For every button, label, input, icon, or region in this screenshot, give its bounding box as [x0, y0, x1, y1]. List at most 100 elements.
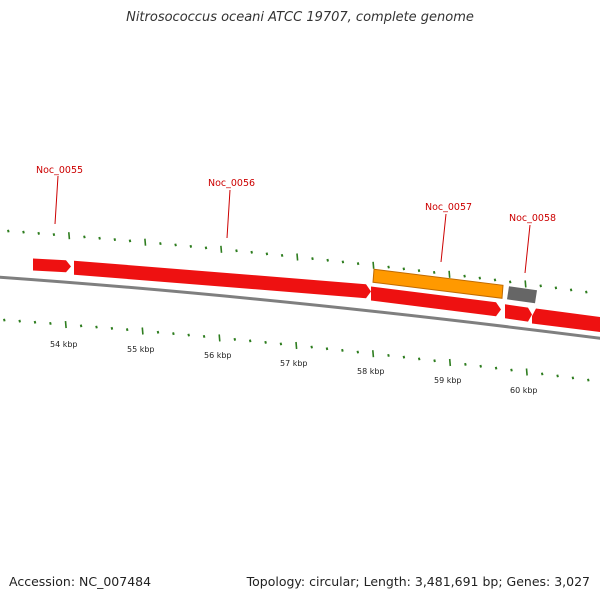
inner-tick-minor	[33, 320, 37, 324]
outer-tick-minor	[432, 270, 436, 274]
scale-label-58kbp: 58 kbp	[357, 367, 385, 376]
outer-tick-minor	[356, 262, 360, 266]
outer-tick-minor	[235, 249, 238, 253]
outer-tick-minor	[554, 286, 558, 290]
genome-summary-text: Topology: circular; Length: 3,481,691 bp…	[246, 574, 590, 589]
gene-leader-line	[54, 175, 59, 225]
gene-label-noc0055[interactable]: Noc_0055	[36, 165, 83, 176]
gene-feature-noc0057[interactable]	[372, 268, 504, 299]
outer-tick-minor	[326, 258, 329, 262]
inner-tick-minor	[556, 374, 559, 378]
inner-tick-minor	[172, 332, 175, 336]
outer-tick-ring	[7, 229, 588, 294]
gene-labels: Noc_0055 Noc_0056 Noc_0057 Noc_0058	[36, 165, 556, 224]
inner-tick-minor	[494, 366, 498, 370]
gene-leader-line	[524, 224, 531, 274]
inner-tick-minor	[110, 326, 114, 330]
inner-tick-minor	[264, 340, 267, 344]
gene-feature-noc0058[interactable]	[507, 286, 537, 304]
inner-tick-minor	[310, 345, 313, 349]
gene-label-noc0058[interactable]: Noc_0058	[509, 213, 556, 224]
inner-tick-minor	[18, 319, 21, 323]
accession-text: Accession: NC_007484	[9, 574, 152, 589]
outer-tick-minor	[585, 290, 588, 294]
outer-tick-major	[68, 232, 71, 240]
outer-tick-minor	[204, 246, 208, 250]
inner-tick-minor	[79, 324, 83, 328]
inner-tick-ring	[3, 318, 590, 382]
outer-tick-minor	[174, 243, 177, 247]
outer-tick-minor	[128, 239, 132, 243]
outer-tick-major	[220, 245, 223, 253]
outer-tick-minor	[478, 276, 482, 280]
inner-tick-major	[141, 327, 144, 335]
outer-tick-minor	[52, 233, 56, 237]
inner-tick-major	[372, 350, 375, 358]
gene-feature-noc0055[interactable]	[33, 258, 71, 273]
gene-feature-reverse-1[interactable]	[371, 286, 501, 317]
inner-tick-minor	[356, 350, 360, 354]
outer-tick-minor	[402, 267, 406, 271]
inner-tick-minor	[125, 328, 129, 332]
inner-tick-minor	[571, 376, 575, 380]
inner-tick-minor	[402, 355, 406, 359]
inner-tick-minor	[202, 334, 206, 338]
inner-tick-minor	[248, 339, 252, 343]
outer-tick-minor	[113, 238, 117, 242]
outer-tick-minor	[265, 252, 269, 256]
outer-tick-major	[144, 238, 147, 246]
scale-label-54kbp: 54 kbp	[50, 340, 78, 349]
scale-label-55kbp: 55 kbp	[127, 345, 155, 354]
outer-tick-minor	[341, 260, 345, 264]
inner-tick-minor	[325, 347, 329, 351]
inner-tick-minor	[387, 353, 390, 357]
inner-tick-minor	[279, 342, 283, 346]
scale-label-60kbp: 60 kbp	[510, 386, 538, 395]
inner-tick-minor	[417, 357, 421, 361]
gene-label-noc0057[interactable]: Noc_0057	[425, 202, 472, 213]
inner-tick-minor	[479, 364, 482, 368]
inner-tick-minor	[510, 368, 513, 372]
outer-tick-minor	[159, 242, 162, 246]
inner-tick-minor	[187, 333, 190, 337]
gene-label-noc0056[interactable]: Noc_0056	[208, 178, 255, 189]
inner-tick-minor	[341, 348, 344, 352]
gene-feature-reverse-3[interactable]	[532, 308, 600, 333]
inner-tick-major	[295, 341, 298, 350]
outer-tick-minor	[7, 229, 10, 233]
gene-feature-reverse-2[interactable]	[505, 304, 532, 322]
outer-tick-minor	[417, 269, 421, 273]
inner-tick-minor	[464, 362, 467, 366]
inner-tick-minor	[587, 378, 590, 382]
outer-tick-minor	[387, 265, 390, 269]
inner-tick-major	[218, 334, 221, 342]
outer-tick-minor	[98, 236, 101, 240]
gene-features	[33, 258, 600, 333]
outer-tick-minor	[539, 284, 542, 288]
outer-tick-major	[296, 253, 299, 261]
inner-tick-major	[448, 358, 452, 367]
outer-tick-major	[372, 261, 375, 269]
outer-tick-minor	[493, 278, 497, 282]
genome-backbone	[0, 275, 600, 340]
map-title: Nitrosococcus oceani ATCC 19707, complet…	[126, 10, 474, 25]
scale-label-57kbp: 57 kbp	[280, 359, 308, 368]
outer-tick-minor	[37, 231, 40, 235]
gene-leaders	[54, 175, 531, 274]
outer-tick-minor	[569, 288, 573, 292]
inner-tick-minor	[156, 330, 160, 334]
inner-tick-minor	[49, 321, 52, 325]
inner-tick-major	[525, 368, 528, 376]
scale-label-59kbp: 59 kbp	[434, 376, 462, 385]
gene-leader-line	[440, 213, 447, 263]
outer-tick-minor	[508, 280, 512, 284]
gene-feature-noc0056[interactable]	[74, 260, 371, 299]
outer-tick-minor	[280, 253, 284, 257]
inner-tick-minor	[3, 318, 6, 322]
outer-tick-minor	[189, 244, 193, 248]
outer-tick-minor	[83, 235, 86, 239]
scale-label-56kbp: 56 kbp	[204, 351, 232, 360]
gene-leader-line	[226, 189, 231, 239]
scale-labels: 54 kbp 55 kbp 56 kbp 57 kbp 58 kbp 59 kb…	[50, 340, 538, 395]
